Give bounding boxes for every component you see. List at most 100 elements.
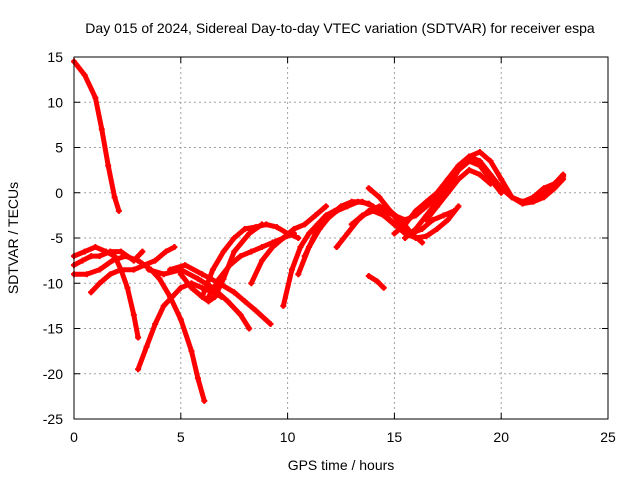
y-tick-label: 5: [55, 140, 63, 156]
data-point: [194, 275, 201, 282]
data-point: [224, 298, 231, 305]
data-point: [429, 216, 436, 223]
data-point: [111, 194, 118, 201]
data-point: [374, 278, 381, 285]
data-point: [295, 235, 302, 241]
data-point: [177, 284, 184, 291]
data-point: [79, 257, 86, 264]
data-point: [323, 216, 330, 223]
data-point: [423, 233, 430, 240]
data-point: [201, 397, 208, 404]
data-point: [355, 198, 362, 205]
data-point: [237, 311, 244, 318]
data-point: [376, 203, 383, 210]
data-point: [252, 224, 259, 231]
x-axis-label: GPS time / hours: [288, 457, 395, 473]
data-point: [295, 271, 302, 278]
data-point: [194, 375, 201, 382]
data-point: [419, 239, 426, 246]
data-point: [301, 253, 308, 260]
data-point: [519, 198, 526, 205]
data-point: [498, 189, 505, 196]
data-point: [209, 266, 216, 273]
data-series: [71, 58, 567, 404]
y-tick-label: -20: [43, 366, 63, 382]
data-point: [107, 271, 114, 278]
data-point: [359, 212, 366, 219]
data-point: [348, 221, 355, 228]
y-axis-label: SDTVAR / TECUs: [5, 182, 21, 294]
data-point: [551, 180, 558, 187]
data-point: [530, 194, 537, 201]
data-point: [391, 221, 398, 228]
data-point: [487, 180, 494, 187]
series-line-arc-22: [402, 158, 504, 241]
data-point: [434, 225, 441, 232]
x-tick-label: 0: [70, 429, 78, 445]
data-point: [267, 320, 274, 327]
data-point: [98, 126, 105, 133]
data-point: [288, 266, 295, 273]
data-point: [444, 216, 451, 223]
data-point: [216, 275, 223, 282]
data-point: [117, 266, 124, 273]
x-tick-label: 15: [387, 429, 403, 445]
data-point: [476, 162, 483, 169]
x-tick-label: 10: [280, 429, 296, 445]
y-tick-label: -10: [43, 275, 63, 291]
data-point: [135, 366, 142, 373]
data-point: [177, 316, 184, 323]
data-point: [139, 248, 146, 255]
x-tick-label: 20: [493, 429, 509, 445]
data-point: [182, 262, 189, 269]
data-point: [130, 311, 137, 318]
data-point: [199, 271, 206, 278]
data-point: [88, 289, 95, 296]
data-point: [402, 221, 409, 228]
data-point: [199, 293, 206, 300]
data-point: [130, 266, 137, 273]
data-point: [365, 200, 372, 207]
data-point: [476, 171, 483, 178]
data-point: [423, 216, 430, 223]
y-tick-label: 10: [47, 94, 63, 110]
data-point: [188, 348, 195, 355]
y-tick-label: 15: [47, 49, 63, 65]
data-point: [231, 235, 238, 241]
data-point: [380, 207, 387, 214]
data-point: [246, 230, 253, 237]
series-line-arc-10: [199, 221, 301, 300]
y-tick-labels: -25 -20 -15 -10 -5 0 5 10 15: [43, 49, 63, 427]
data-point: [312, 230, 319, 237]
data-point: [391, 212, 398, 219]
y-tick-label: -5: [51, 230, 64, 246]
data-point: [83, 271, 90, 278]
data-point: [143, 343, 150, 350]
data-point: [402, 235, 409, 241]
data-point: [107, 248, 114, 255]
data-point: [141, 262, 148, 269]
data-point: [105, 162, 112, 169]
data-point: [333, 207, 340, 214]
data-point: [252, 307, 259, 314]
data-point: [241, 225, 248, 232]
data-point: [177, 271, 184, 278]
data-point: [423, 198, 430, 205]
data-point: [122, 253, 129, 260]
data-point: [258, 257, 265, 264]
data-point: [211, 293, 218, 300]
data-point: [301, 221, 308, 228]
data-point: [226, 262, 233, 269]
data-point: [205, 293, 212, 300]
data-point: [365, 185, 372, 192]
data-point: [171, 244, 178, 251]
data-point: [560, 173, 567, 180]
x-tick-label: 25: [600, 429, 616, 445]
data-point: [412, 235, 419, 241]
data-point: [419, 225, 426, 232]
data-point: [476, 149, 483, 156]
data-point: [92, 244, 99, 251]
data-point: [241, 298, 248, 305]
data-point: [246, 325, 253, 332]
